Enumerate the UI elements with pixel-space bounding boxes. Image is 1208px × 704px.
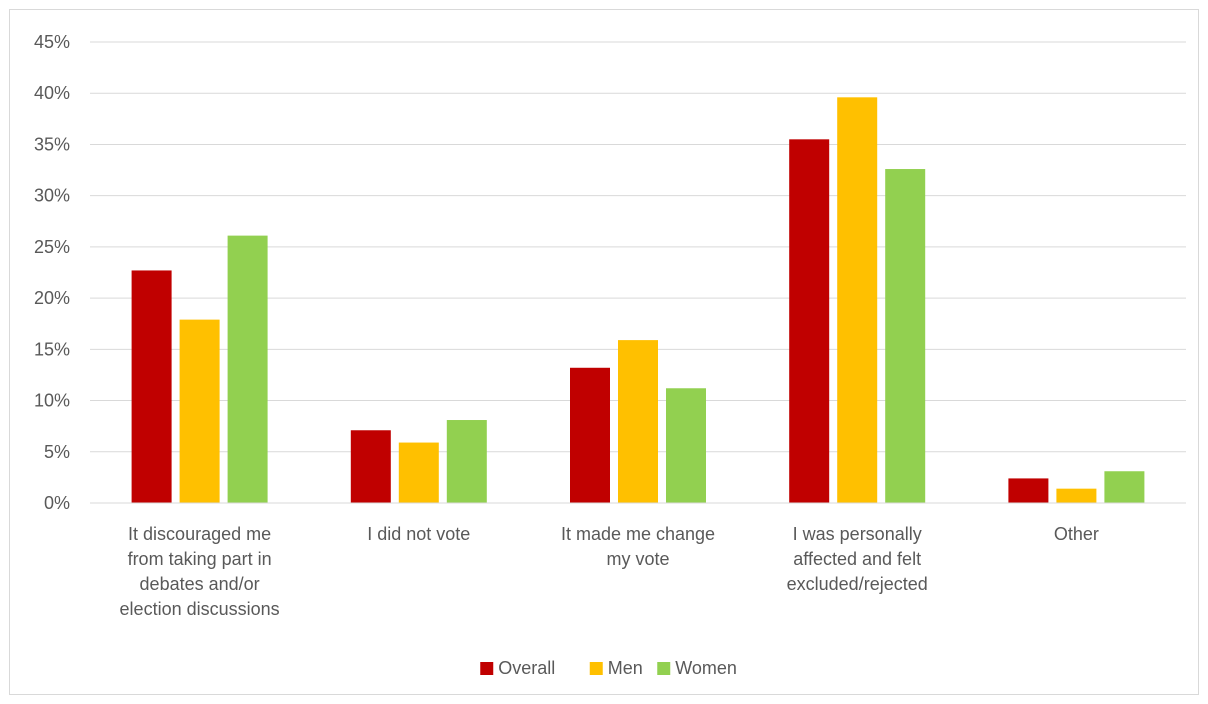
bar-women-4: [1104, 471, 1145, 503]
x-category-label: affected and felt: [793, 549, 921, 569]
x-category-label: election discussions: [120, 599, 280, 619]
legend-swatch-men: [589, 662, 603, 675]
y-axis-ticks: 0% 5% 10% 15% 20% 25% 30% 35% 40% 45%: [34, 32, 70, 513]
legend-swatch-overall: [480, 662, 494, 675]
bar-women-1: [446, 420, 487, 503]
bars: [131, 97, 1145, 504]
legend-label-women: Women: [675, 658, 737, 678]
y-tick-label: 35%: [34, 134, 70, 154]
y-tick-label: 20%: [34, 288, 70, 308]
bar-overall-0: [131, 270, 172, 503]
x-axis-categories: It discouraged me from taking part in deba…: [120, 524, 1099, 619]
x-category-label: debates and/or: [140, 574, 260, 594]
legend-label-overall: Overall: [498, 658, 555, 678]
y-tick-label: 30%: [34, 186, 70, 206]
x-category-label: I was personally: [793, 524, 922, 544]
y-tick-label: 45%: [34, 32, 70, 52]
bar-overall-3: [789, 139, 830, 504]
bar-men-2: [618, 340, 658, 503]
legend-swatch-women: [657, 662, 671, 675]
bar-women-3: [885, 169, 926, 503]
bar-women-2: [666, 388, 706, 503]
x-category-label: my vote: [606, 549, 669, 569]
bar-men-3: [837, 97, 878, 503]
x-category-label: It discouraged me: [128, 524, 271, 544]
bar-women-0: [227, 235, 268, 503]
y-tick-label: 10%: [34, 391, 70, 411]
gridlines: [90, 41, 1186, 453]
y-tick-label: 40%: [34, 83, 70, 103]
x-category-label: excluded/rejected: [787, 574, 928, 594]
y-tick-label: 25%: [34, 237, 70, 257]
bar-overall-4: [1008, 478, 1049, 503]
bar-men-4: [1056, 488, 1097, 503]
y-tick-label: 15%: [34, 339, 70, 359]
x-category-label: I did not vote: [367, 524, 470, 544]
bar-men-1: [398, 442, 439, 503]
legend-label-men: Men: [608, 658, 643, 678]
y-tick-label: 0%: [44, 493, 70, 513]
x-category-label: It made me change: [561, 524, 715, 544]
x-category-label: from taking part in: [128, 549, 272, 569]
y-tick-label: 5%: [44, 442, 70, 462]
bar-men-0: [179, 319, 220, 503]
bar-overall-2: [570, 367, 610, 503]
bar-overall-1: [350, 430, 391, 503]
x-category-label: Other: [1054, 524, 1099, 544]
legend: Overall Men Women: [480, 658, 737, 678]
